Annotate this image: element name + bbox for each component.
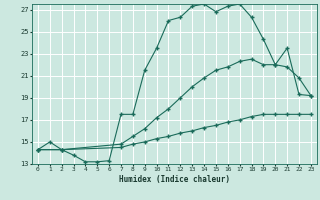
X-axis label: Humidex (Indice chaleur): Humidex (Indice chaleur) — [119, 175, 230, 184]
